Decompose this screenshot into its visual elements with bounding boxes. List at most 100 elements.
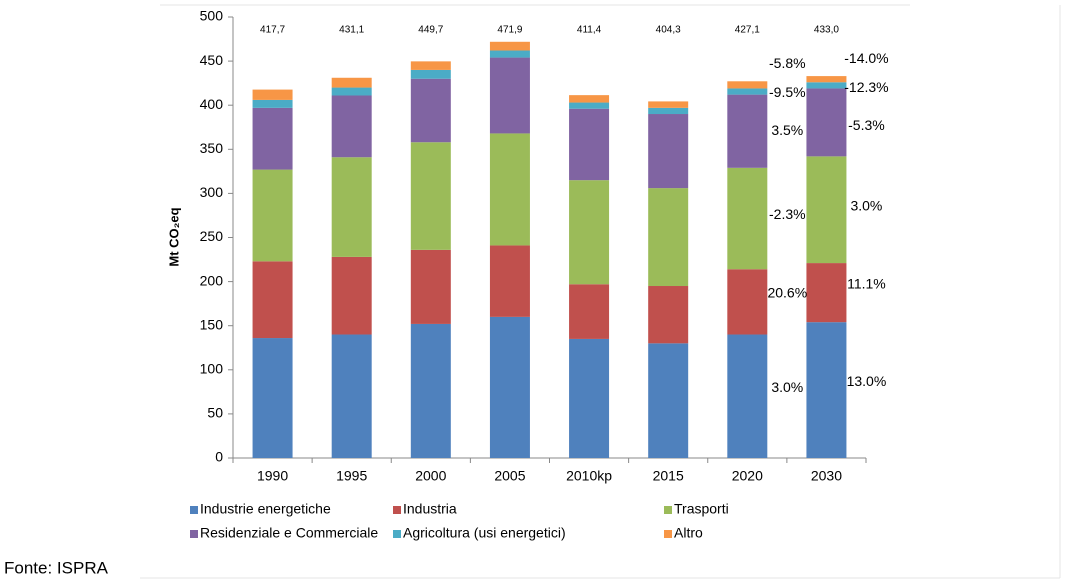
y-tick-label: 0 (215, 449, 223, 465)
bar-segment (331, 334, 372, 458)
x-tick-label: 2005 (494, 468, 525, 484)
change-annotation: 3.0% (771, 379, 803, 395)
y-tick-label: 350 (200, 140, 224, 156)
change-annotation: 11.1% (847, 275, 886, 291)
change-annotation: 3.5% (771, 122, 803, 138)
bar-segment (806, 263, 847, 323)
bar-segment (331, 256, 372, 335)
bar-segment (410, 142, 451, 250)
bar-segment (252, 261, 293, 339)
bar-segment (331, 77, 372, 88)
x-tick-label: 2015 (653, 468, 684, 484)
y-tick-label: 500 (200, 8, 224, 24)
source: Fonte: ISPRA (4, 558, 109, 577)
x-tick-label: 2010kp (566, 468, 612, 484)
x-tick-label: 2000 (415, 468, 446, 484)
bar-segment (648, 188, 689, 287)
total-label: 431,1 (339, 25, 364, 36)
bar-segment (331, 95, 372, 158)
bar-segment (806, 88, 847, 157)
x-tick-label: 1990 (257, 468, 288, 484)
change-annotation: -14.0% (844, 50, 888, 66)
bar-segment (569, 102, 610, 109)
change-annotation: 20.6% (767, 285, 807, 301)
legend-swatch (664, 506, 672, 514)
change-annotation: -9.5% (769, 84, 806, 100)
legend-swatch (393, 506, 401, 514)
y-tick-label: 400 (200, 96, 224, 112)
bar-segment (806, 76, 847, 83)
legend-label: Industrie energetiche (200, 501, 331, 517)
bar-segment (648, 286, 689, 344)
y-tick-label: 150 (200, 316, 224, 332)
bar-segment (331, 87, 372, 96)
bar-segment (410, 249, 451, 324)
change-annotation: -2.3% (769, 206, 806, 222)
bar-segment (648, 107, 689, 115)
y-tick-label: 50 (207, 405, 223, 421)
bar-segment (727, 269, 768, 335)
bar-segment (252, 169, 293, 262)
change-annotation: -12.3% (844, 79, 888, 95)
total-label: 433,0 (814, 25, 839, 36)
bar-segment (489, 50, 530, 58)
bar-segment (410, 323, 451, 458)
legend-label: Trasporti (674, 501, 729, 517)
y-tick-label: 200 (200, 272, 224, 288)
total-label: 471,9 (497, 25, 522, 36)
legend-swatch (190, 506, 198, 514)
legend-swatch (393, 530, 401, 538)
bar-segment (648, 101, 689, 108)
legend-label: Industria (403, 501, 457, 517)
bar-segment (648, 114, 689, 189)
bar-segment (252, 338, 293, 458)
bar-segment (252, 107, 293, 170)
total-label: 417,7 (260, 25, 285, 36)
bar-segment (727, 167, 768, 270)
legend-label: Altro (674, 525, 703, 541)
total-label: 449,7 (418, 25, 443, 36)
bar-segment (727, 334, 768, 458)
y-tick-label: 100 (200, 361, 224, 377)
total-label: 404,3 (656, 25, 681, 36)
bar-segment (252, 89, 293, 100)
change-annotation: 3.0% (850, 197, 882, 213)
bar-segment (727, 94, 768, 168)
x-tick-label: 2020 (732, 468, 763, 484)
change-annotation: -5.8% (769, 55, 806, 71)
x-tick-label: 1995 (336, 468, 367, 484)
bar-segment (489, 133, 530, 246)
change-annotation: 13.0% (847, 373, 887, 389)
bar-segment (489, 57, 530, 134)
bar-segment (727, 88, 768, 95)
bar-segment (331, 157, 372, 257)
bar-segment (489, 245, 530, 317)
bar-segment (727, 81, 768, 89)
bar-segment (569, 180, 610, 285)
y-tick-label: 250 (200, 228, 224, 244)
bar-segment (489, 316, 530, 458)
bar-segment (569, 338, 610, 458)
bar-segment (806, 322, 847, 458)
bar-segment (648, 343, 689, 458)
bar-segment (569, 284, 610, 339)
bar-segment (806, 156, 847, 264)
total-label: 411,4 (577, 25, 602, 36)
bar-segment (410, 78, 451, 143)
bar-segment (489, 41, 530, 51)
total-label: 427,1 (735, 25, 760, 36)
bar-segment (410, 61, 451, 70)
bar-segment (569, 108, 610, 181)
y-tick-label: 300 (200, 184, 224, 200)
change-annotation: -5.3% (848, 117, 885, 133)
legend-label: Residenziale e Commerciale (200, 525, 378, 541)
bar-segment (806, 82, 847, 89)
x-tick-label: 2030 (811, 468, 842, 484)
bar-segment (569, 95, 610, 103)
legend-swatch (190, 530, 198, 538)
bar-segment (252, 99, 293, 108)
bar-segment (410, 69, 451, 79)
y-tick-label: 450 (200, 52, 224, 68)
legend-label: Agricoltura (usi energetici) (403, 525, 566, 541)
